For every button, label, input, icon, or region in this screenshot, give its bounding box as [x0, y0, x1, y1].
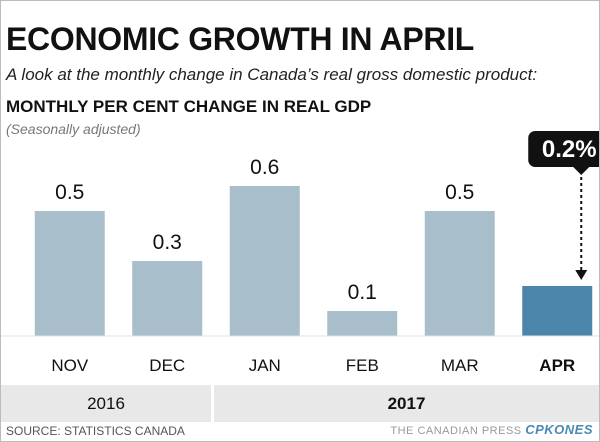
callout-arrow-head: [575, 270, 588, 280]
bar-mar: [424, 211, 495, 336]
callout-box: [528, 131, 599, 167]
tick-label-nov: NOV: [51, 356, 89, 375]
data-label-feb: 0.1: [348, 281, 377, 304]
year-band: 2016 2017: [1, 385, 599, 422]
credit-logo: THE CANADIAN PRESS CPKONES: [390, 422, 593, 437]
chart-note: (Seasonally adjusted): [6, 121, 141, 137]
data-label-apr: 0.2%: [542, 136, 597, 163]
source-note: SOURCE: STATISTICS CANADA: [6, 424, 185, 438]
data-label-mar: 0.5: [445, 181, 474, 204]
callout-pointer: [573, 167, 590, 175]
bar-jan: [229, 186, 300, 336]
data-label-dec: 0.3: [153, 231, 182, 254]
tick-label-mar: MAR: [441, 356, 479, 375]
tick-label-jan: JAN: [249, 356, 281, 375]
credit-logo-text: CPKONES: [525, 422, 593, 437]
tick-label-apr: APR: [539, 356, 575, 375]
chart-title: MONTHLY PER CENT CHANGE IN REAL GDP: [6, 97, 372, 116]
bar-apr: [522, 286, 593, 336]
credit-prefix: THE CANADIAN PRESS: [390, 425, 522, 437]
graphic-title: ECONOMIC GROWTH IN APRIL: [6, 21, 475, 57]
tick-label-dec: DEC: [149, 356, 185, 375]
bar-nov: [34, 211, 105, 336]
graphic-subtitle: A look at the monthly change in Canada’s…: [6, 65, 538, 84]
bar-feb: [327, 311, 398, 336]
bar-chart: NOV 0.5 DEC 0.3 JAN 0.6 FEB 0.1 MAR 0.5 APR 0.2%: [1, 131, 599, 375]
tick-label-feb: FEB: [346, 356, 379, 375]
year-label-2016: 2016: [1, 385, 211, 422]
data-label-jan: 0.6: [250, 156, 279, 179]
bar-dec: [132, 261, 203, 336]
data-label-nov: 0.5: [55, 181, 84, 204]
year-label-2017: 2017: [211, 385, 599, 422]
